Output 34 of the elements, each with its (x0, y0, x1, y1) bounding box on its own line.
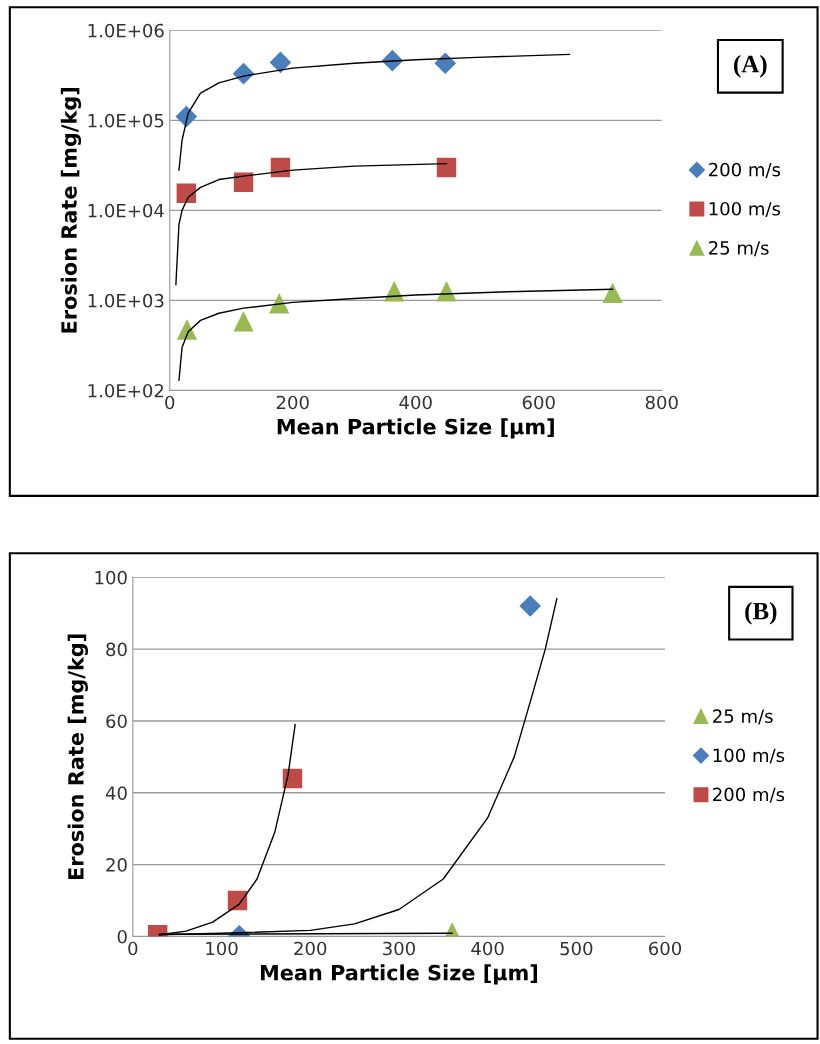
y-tick-label: 1.0E+04 (88, 203, 164, 218)
text: (B) (745, 601, 777, 625)
y-tick-label: 1.0E+02 (88, 383, 164, 398)
y-axis-title: Erosion Rate [mg/kg] (67, 634, 88, 880)
legend-label: 200 m/s (713, 787, 785, 803)
y-tick-label: 0 (117, 929, 127, 944)
x-tick-label: 300 (383, 941, 415, 956)
legend-label: 100 m/s (713, 748, 785, 764)
x-tick-label: 0 (165, 395, 175, 410)
x-tick-label: 600 (649, 941, 682, 956)
y-tick-label: 20 (106, 858, 127, 872)
x-axis-title: Mean Particle Size [µm] (277, 418, 554, 439)
x-tick-label: 100 (206, 941, 238, 956)
y-axis-title: Erosion Rate [mg/kg] (60, 88, 82, 333)
legend-label: 25 m/s (709, 241, 769, 257)
y-tick-label: 1.0E+03 (88, 293, 164, 308)
x-tick-label: 200 (276, 395, 309, 410)
text: (A) (734, 54, 767, 78)
x-tick-label: 500 (560, 941, 593, 956)
x-tick-label: 600 (522, 395, 555, 410)
x-tick-label: 400 (471, 941, 504, 956)
x-tick-label: 800 (645, 395, 678, 410)
y-tick-label: 80 (106, 642, 127, 657)
x-tick-label: 200 (294, 941, 327, 956)
y-tick-label: 100 (95, 570, 127, 585)
legend-label: 200 m/s (709, 162, 781, 178)
y-tick-label: 40 (105, 786, 127, 800)
y-tick-label: 1.0E+05 (88, 113, 164, 128)
y-tick-label: 60 (106, 714, 127, 729)
x-tick-label: 400 (399, 395, 432, 410)
x-axis-title: Mean Particle Size [µm] (260, 964, 538, 985)
legend-label: 100 m/s (709, 201, 781, 218)
y-tick-label: 1.0E+06 (88, 23, 164, 38)
legend-label: 25 m/s (713, 709, 773, 725)
